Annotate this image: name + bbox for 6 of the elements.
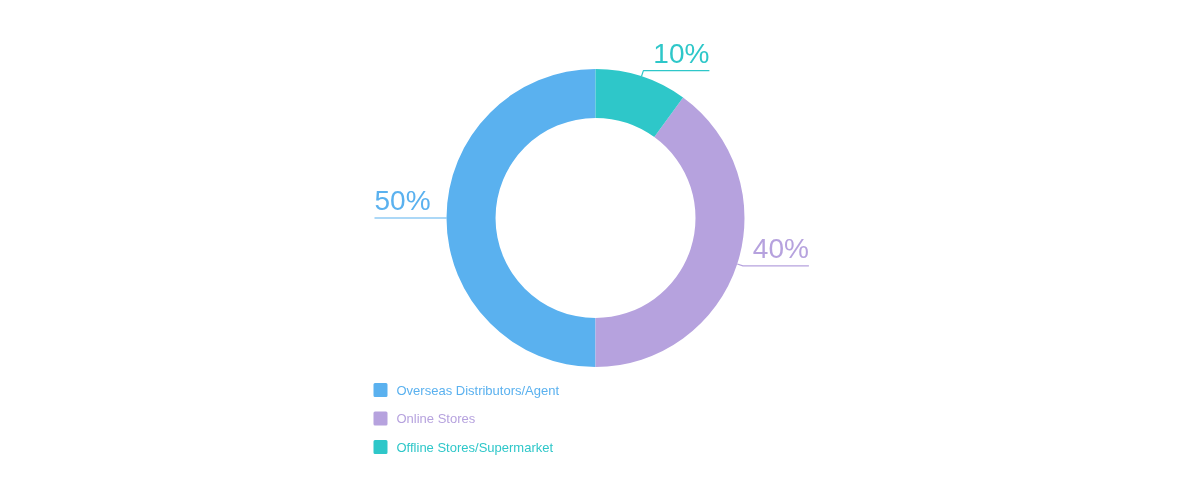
- data-label: 50%: [374, 185, 431, 216]
- legend-label: Offline Stores/Supermarket: [396, 439, 554, 455]
- data-label: 10%: [653, 37, 710, 69]
- legend-label: Overseas Distributors/Agent: [396, 382, 560, 398]
- data-label: 40%: [752, 232, 809, 264]
- legend-label: Online Stores: [396, 411, 476, 426]
